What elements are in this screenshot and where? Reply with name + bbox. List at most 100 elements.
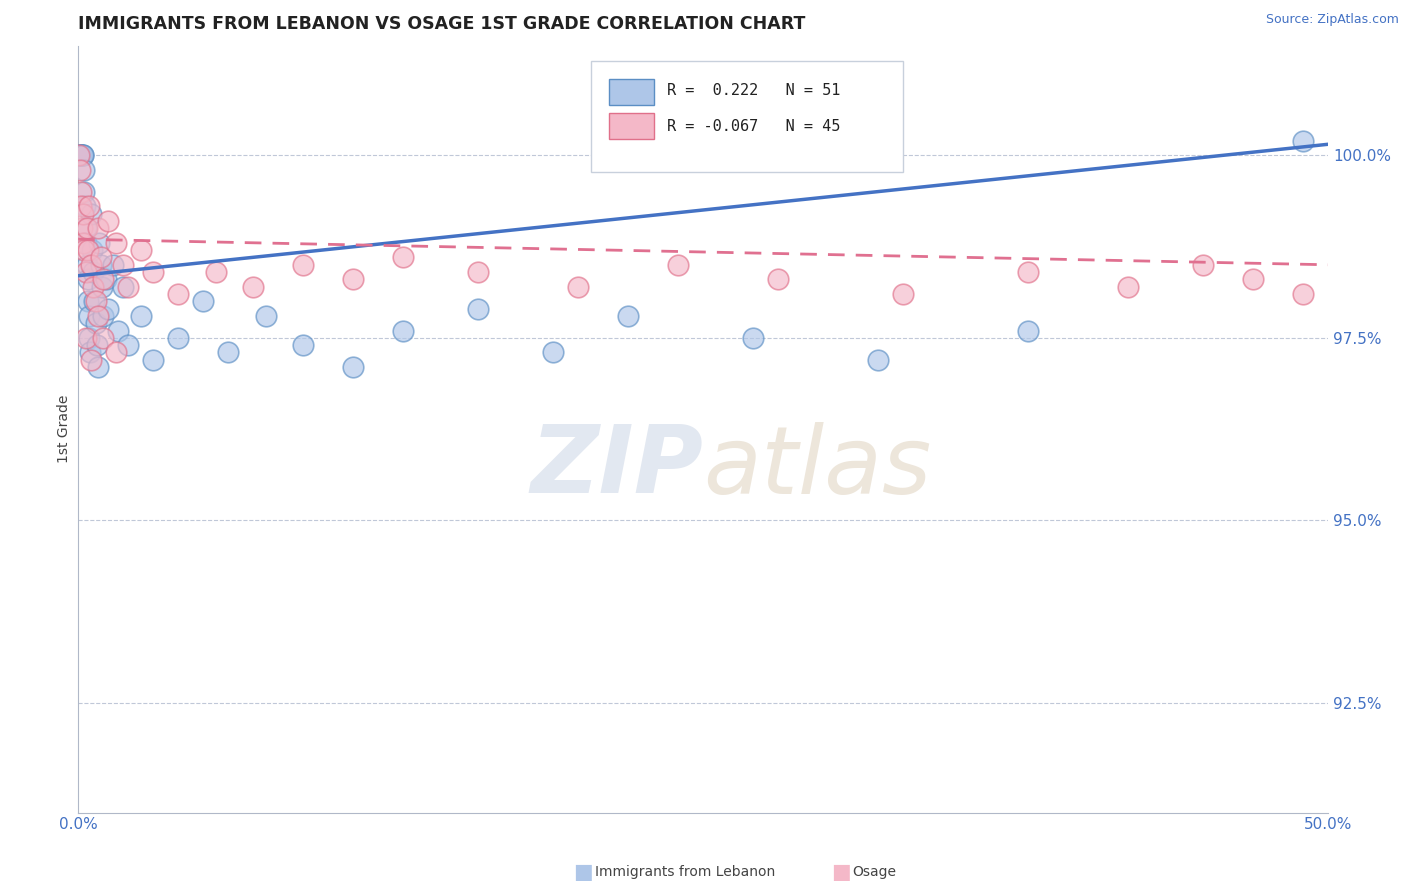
Point xyxy=(76,272,98,286)
Point xyxy=(242,279,264,293)
Point xyxy=(75,199,97,213)
Point xyxy=(1241,272,1264,286)
Point xyxy=(73,243,96,257)
Point xyxy=(392,324,415,338)
Point xyxy=(90,279,112,293)
Point xyxy=(72,148,94,162)
Point xyxy=(77,243,100,257)
Point xyxy=(70,221,93,235)
Point xyxy=(766,272,789,286)
Text: atlas: atlas xyxy=(703,422,931,513)
Point xyxy=(77,294,100,309)
Point xyxy=(204,265,226,279)
Point xyxy=(84,316,107,330)
Point xyxy=(467,301,489,316)
Point xyxy=(142,265,165,279)
Point xyxy=(292,258,315,272)
Point xyxy=(117,338,139,352)
Point xyxy=(82,265,104,279)
Point xyxy=(75,221,97,235)
Point xyxy=(69,148,91,162)
Point xyxy=(342,359,364,374)
Y-axis label: 1st Grade: 1st Grade xyxy=(58,395,72,463)
Point xyxy=(67,148,90,162)
Point xyxy=(104,235,127,250)
Point xyxy=(101,258,124,272)
Text: ■: ■ xyxy=(831,863,851,882)
Point xyxy=(167,331,190,345)
Point xyxy=(112,279,135,293)
Point xyxy=(87,309,110,323)
FancyBboxPatch shape xyxy=(609,78,654,104)
Text: R = -0.067   N = 45: R = -0.067 N = 45 xyxy=(666,119,841,134)
Text: ■: ■ xyxy=(574,863,593,882)
Point xyxy=(392,251,415,265)
Point xyxy=(891,287,914,301)
FancyBboxPatch shape xyxy=(591,61,903,172)
Point xyxy=(191,294,214,309)
Point xyxy=(90,258,112,272)
Point xyxy=(541,345,564,359)
Point xyxy=(107,324,129,338)
Point xyxy=(217,345,239,359)
Point xyxy=(76,221,98,235)
Point xyxy=(70,148,93,162)
Point xyxy=(868,352,890,367)
Point xyxy=(84,294,107,309)
Point xyxy=(72,162,94,177)
Point xyxy=(89,235,111,250)
Text: Source: ZipAtlas.com: Source: ZipAtlas.com xyxy=(1265,13,1399,27)
Point xyxy=(666,258,689,272)
Point xyxy=(1116,279,1139,293)
Point xyxy=(467,265,489,279)
FancyBboxPatch shape xyxy=(609,113,654,139)
Point xyxy=(97,214,120,228)
Point xyxy=(82,279,104,293)
Point xyxy=(129,309,152,323)
Point xyxy=(69,162,91,177)
Point xyxy=(79,352,101,367)
Point xyxy=(292,338,315,352)
Point xyxy=(567,279,589,293)
Point xyxy=(87,359,110,374)
Point xyxy=(72,235,94,250)
Point xyxy=(94,272,117,286)
Point xyxy=(117,279,139,293)
Point xyxy=(75,331,97,345)
Point xyxy=(1017,265,1039,279)
Point xyxy=(1017,324,1039,338)
Point xyxy=(80,243,103,257)
Text: Osage: Osage xyxy=(852,865,896,880)
Point xyxy=(69,148,91,162)
Text: IMMIGRANTS FROM LEBANON VS OSAGE 1ST GRADE CORRELATION CHART: IMMIGRANTS FROM LEBANON VS OSAGE 1ST GRA… xyxy=(79,15,806,33)
Point xyxy=(79,207,101,221)
Point xyxy=(77,309,100,323)
Point xyxy=(1292,287,1315,301)
Text: R =  0.222   N = 51: R = 0.222 N = 51 xyxy=(666,84,841,98)
Point xyxy=(83,294,105,309)
Text: Immigrants from Lebanon: Immigrants from Lebanon xyxy=(595,865,775,880)
Point xyxy=(79,331,101,345)
Point xyxy=(73,185,96,199)
Point xyxy=(79,345,101,359)
Point xyxy=(142,352,165,367)
Point xyxy=(91,309,114,323)
Point xyxy=(254,309,277,323)
Point xyxy=(87,221,110,235)
Point xyxy=(79,258,101,272)
Point xyxy=(342,272,364,286)
Point xyxy=(72,207,94,221)
Point xyxy=(75,265,97,279)
Point xyxy=(1192,258,1215,272)
Point xyxy=(76,258,98,272)
Point xyxy=(70,199,93,213)
Point xyxy=(90,251,112,265)
Point xyxy=(75,235,97,250)
Point xyxy=(72,148,94,162)
Point xyxy=(69,185,91,199)
Point xyxy=(129,243,152,257)
Point xyxy=(617,309,640,323)
Point xyxy=(70,148,93,162)
Point xyxy=(104,345,127,359)
Text: ZIP: ZIP xyxy=(530,421,703,514)
